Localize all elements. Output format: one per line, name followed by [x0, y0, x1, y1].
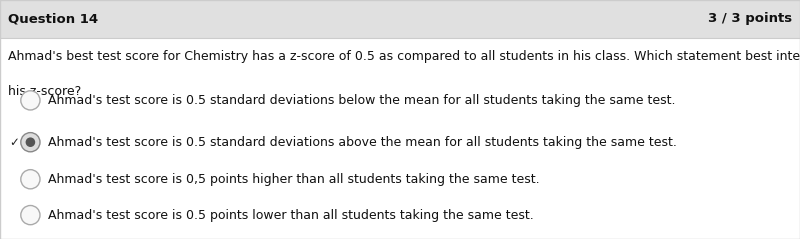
- Text: Ahmad's test score is 0.5 standard deviations above the mean for all students ta: Ahmad's test score is 0.5 standard devia…: [48, 136, 677, 149]
- Ellipse shape: [26, 137, 35, 147]
- Ellipse shape: [21, 170, 40, 189]
- Ellipse shape: [21, 206, 40, 225]
- Text: Ahmad's test score is 0.5 standard deviations below the mean for all students ta: Ahmad's test score is 0.5 standard devia…: [48, 94, 675, 107]
- Text: ✓: ✓: [10, 136, 19, 149]
- Text: his z-score?: his z-score?: [8, 85, 82, 98]
- Text: Question 14: Question 14: [8, 12, 98, 25]
- Text: Ahmad's test score is 0,5 points higher than all students taking the same test.: Ahmad's test score is 0,5 points higher …: [48, 173, 540, 186]
- Text: Ahmad's best test score for Chemistry has a z-score of 0.5 as compared to all st: Ahmad's best test score for Chemistry ha…: [8, 50, 800, 63]
- Ellipse shape: [21, 133, 40, 152]
- Text: Ahmad's test score is 0.5 points lower than all students taking the same test.: Ahmad's test score is 0.5 points lower t…: [48, 209, 534, 222]
- Ellipse shape: [21, 91, 40, 110]
- Text: 3 / 3 points: 3 / 3 points: [708, 12, 792, 25]
- Bar: [0, 0, 800, 38]
